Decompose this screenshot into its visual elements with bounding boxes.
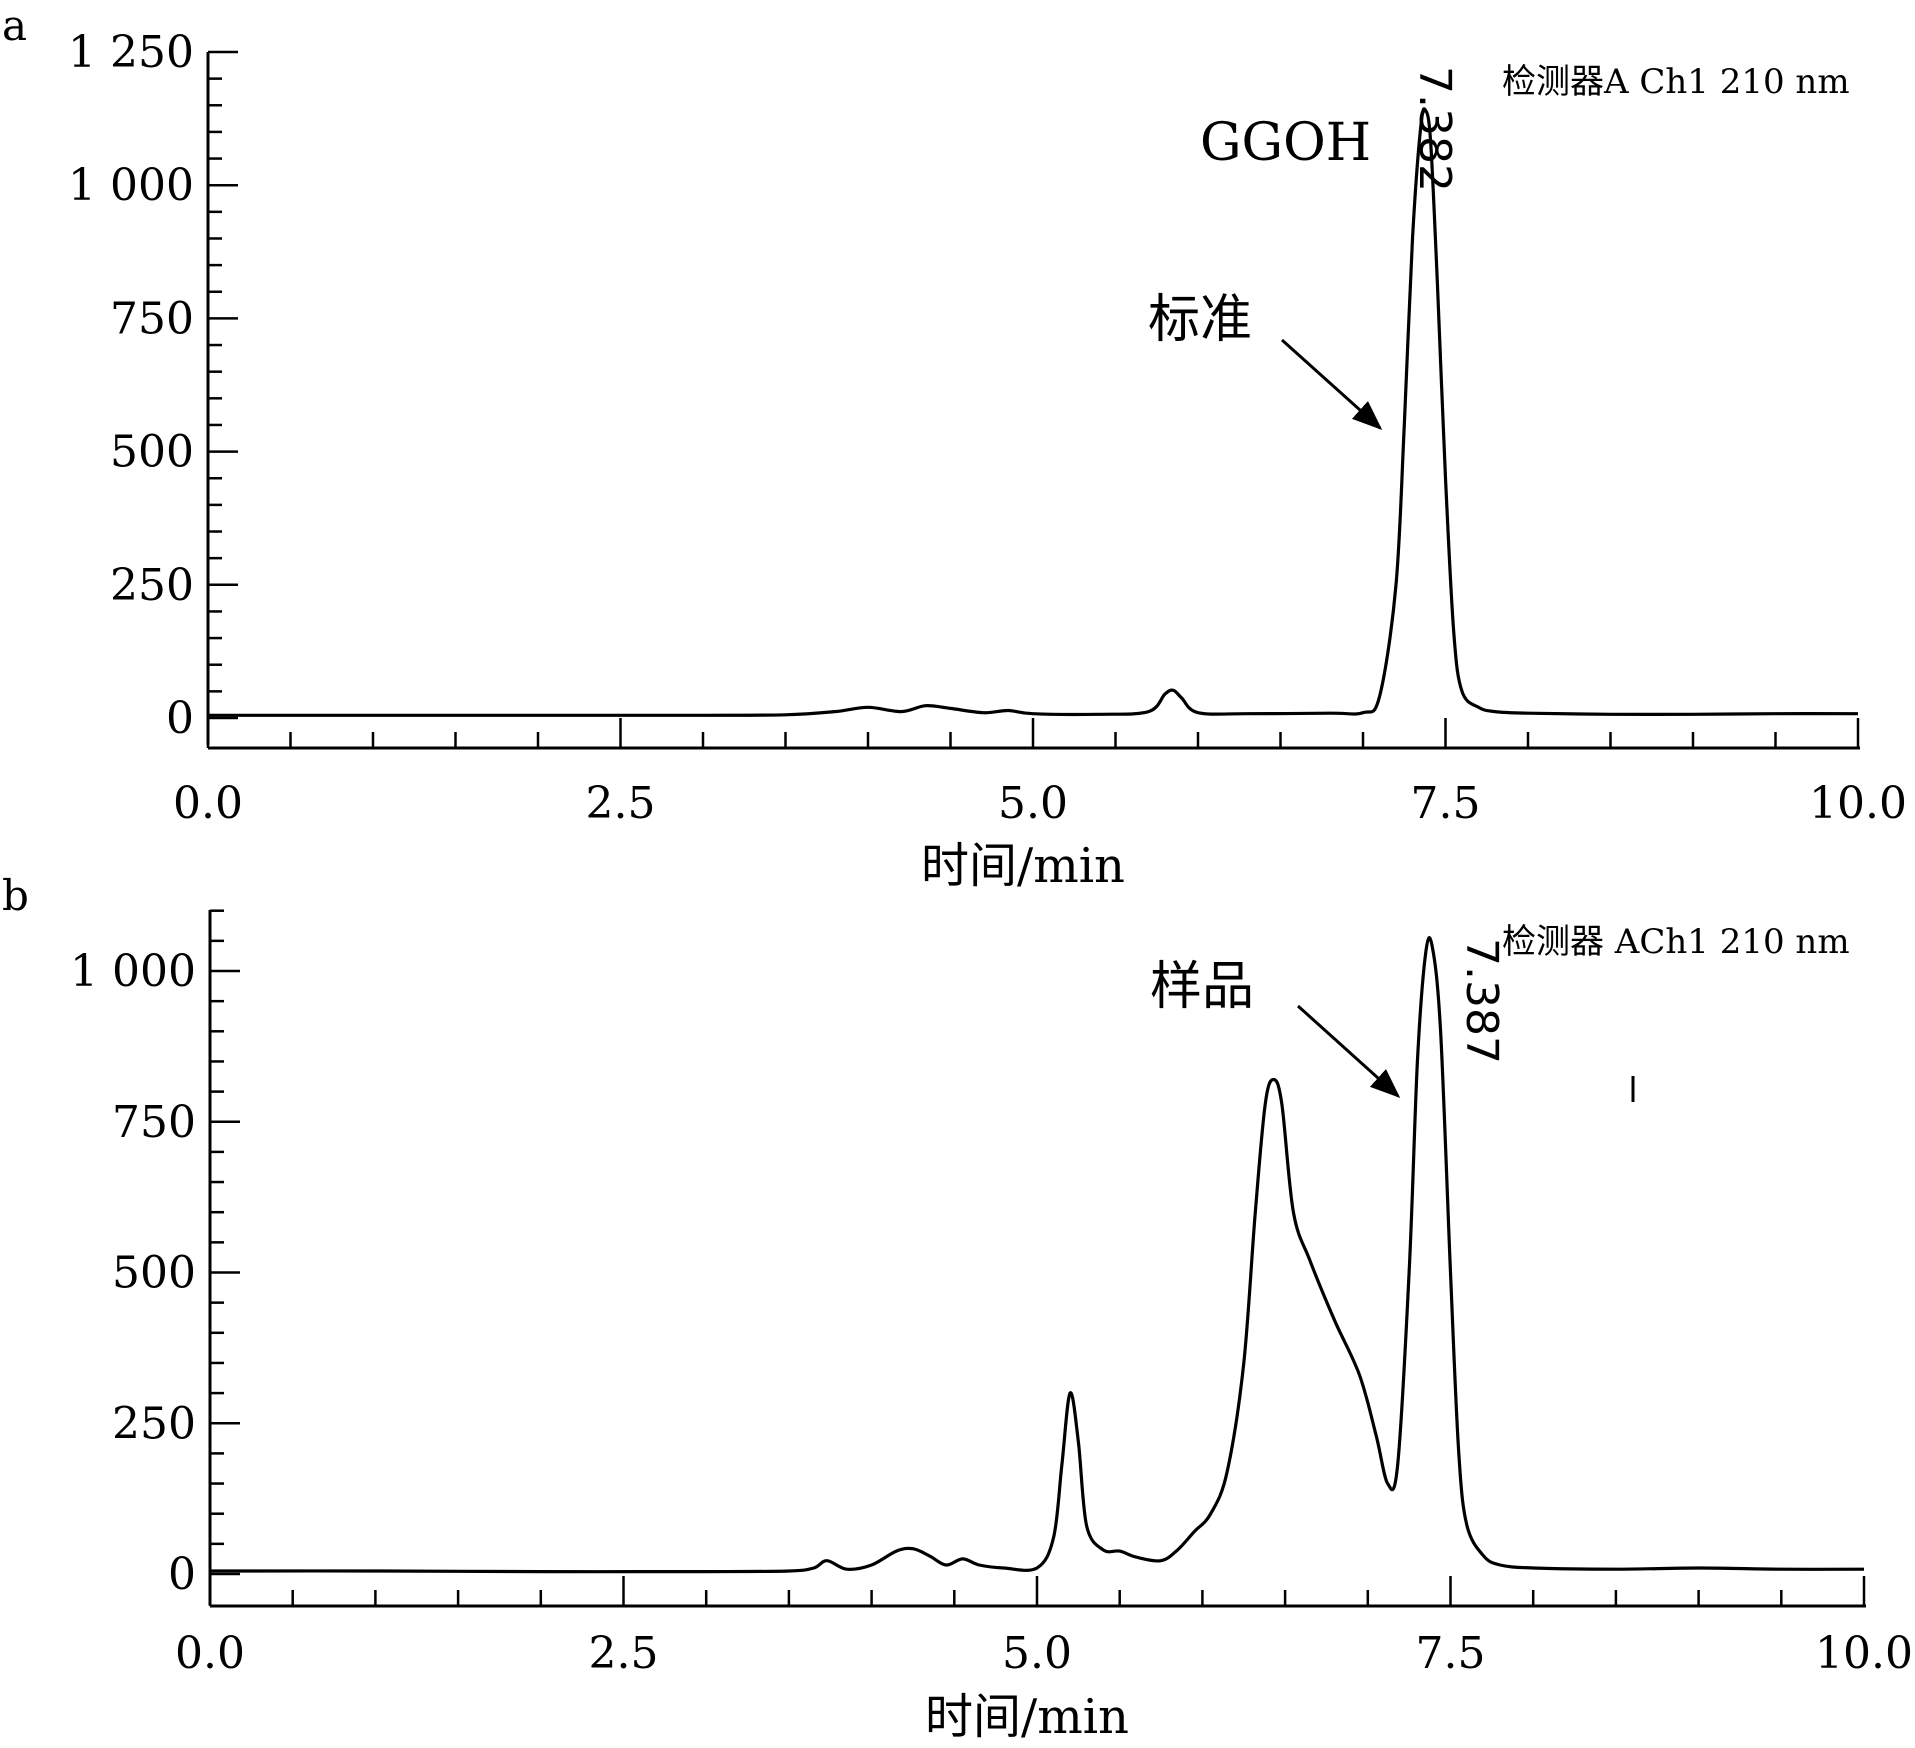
chart-panel-b: b 0 250 500 750 1 000 0.0 2.5 5.0 7.5 10.0 时间/min 检测…	[2, 871, 1913, 1745]
panel-label: a	[2, 1, 27, 50]
peak-retention-time-label: 7.387	[1456, 938, 1507, 1064]
y-tick-label: 1 000	[68, 160, 194, 211]
x-tick-label: 0.0	[175, 1628, 245, 1679]
x-tick-label: 7.5	[1416, 1628, 1486, 1679]
x-tick-label: 7.5	[1411, 778, 1481, 829]
x-axis-title: 时间/min	[921, 838, 1125, 894]
x-tick-label: 5.0	[998, 778, 1068, 829]
y-tick-label: 500	[110, 427, 194, 478]
x-tick-label: 0.0	[173, 778, 243, 829]
y-tick-label: 750	[110, 293, 194, 344]
chart-panel-a: a 0 250 500 750 1 000 1 250 0.0 2.5 5.0 7.5 10.0 时间/…	[2, 1, 1907, 894]
peak-annotation-label: 标准	[1148, 290, 1252, 350]
y-tick-label: 250	[110, 560, 194, 611]
chromatogram-trace	[207, 107, 1859, 717]
y-tick-label: 250	[112, 1398, 196, 1449]
y-tick-label: 0	[168, 1549, 196, 1600]
y-tick-label: 750	[112, 1097, 196, 1148]
x-tick-label: 5.0	[1002, 1628, 1072, 1679]
peak-annotation-label: 样品	[1150, 957, 1254, 1017]
compound-label: GGOH	[1200, 113, 1371, 173]
x-tick-label: 10.0	[1815, 1628, 1913, 1679]
y-tick-label: 1 250	[68, 27, 194, 78]
x-axis-title: 时间/min	[925, 1689, 1129, 1745]
x-tick-label: 10.0	[1809, 778, 1907, 829]
y-tick-label: 500	[112, 1248, 196, 1299]
y-tick-label: 0	[166, 693, 194, 744]
y-tick-label: 1 000	[70, 946, 196, 997]
peak-annotation-arrow	[1296, 1004, 1401, 1099]
chromatogram-trace	[209, 936, 1865, 1574]
peak-annotation-arrow	[1280, 338, 1383, 431]
panel-label: b	[2, 871, 29, 920]
x-tick-label: 2.5	[589, 1628, 659, 1679]
detector-label: 检测器A Ch1 210 nm	[1502, 62, 1850, 102]
x-tick-label: 2.5	[586, 778, 656, 829]
peak-retention-time-label: 7.382	[1409, 66, 1460, 192]
detector-label: 检测器 ACh1 210 nm	[1502, 922, 1850, 962]
